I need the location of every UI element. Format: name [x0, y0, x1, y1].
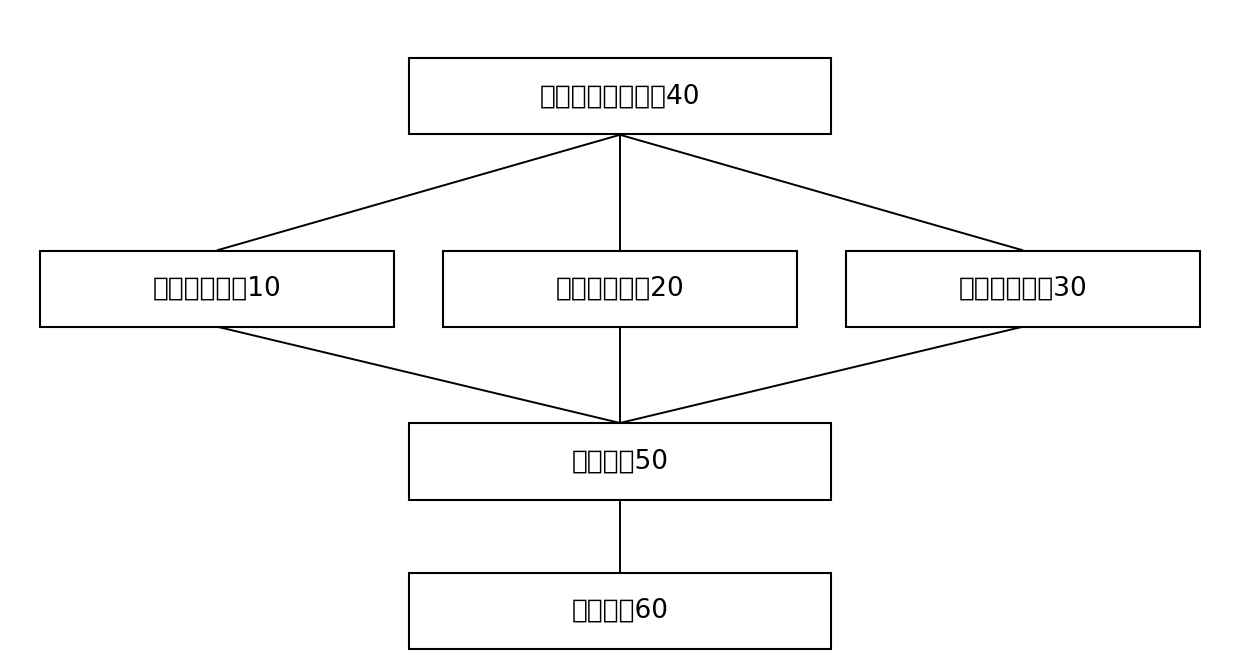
- Bar: [444, 251, 797, 327]
- Bar: [409, 424, 831, 499]
- Bar: [846, 251, 1200, 327]
- Text: 温度获取模块30: 温度获取模块30: [959, 276, 1087, 302]
- Text: 电压获取模块10: 电压获取模块10: [153, 276, 281, 302]
- Bar: [409, 58, 831, 134]
- Text: 热场分布预测模块40: 热场分布预测模块40: [539, 83, 701, 110]
- Text: 通讯模块60: 通讯模块60: [572, 598, 668, 624]
- Bar: [409, 572, 831, 649]
- Text: 控制模块50: 控制模块50: [572, 448, 668, 475]
- Bar: [40, 251, 394, 327]
- Text: 电流获取模块20: 电流获取模块20: [556, 276, 684, 302]
